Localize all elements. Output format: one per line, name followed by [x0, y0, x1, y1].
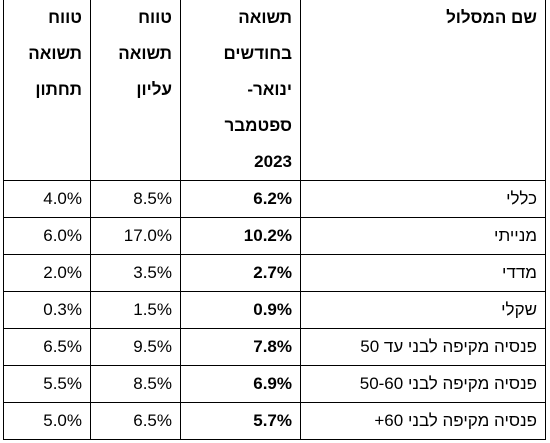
value-cell: 7.8% — [180, 328, 301, 366]
header-line: ספטמבר — [224, 116, 292, 135]
header-line: טווח — [138, 8, 172, 27]
value-cell: 9.5% — [90, 328, 181, 366]
header-line: 2023 — [254, 152, 292, 171]
value-cell: 8.5% — [90, 180, 181, 218]
header-line: טווח — [48, 8, 82, 27]
plan-name: פנסיה מקיפה לבני 50-60 — [300, 365, 546, 403]
value-cell: 0.3% — [3, 291, 91, 329]
plan-name: פנסיה מקיפה לבני עד 50 — [300, 328, 546, 366]
table-row: מדדי 2.7% 3.5% 2.0% — [3, 254, 546, 292]
header-line: עליון — [136, 80, 172, 99]
header-line: שם המסלול — [446, 8, 537, 27]
plan-name: מדדי — [300, 254, 546, 292]
table-body: כללי 6.2% 8.5% 4.0% מנייתי 10.2% 17.0% 6.0% מדדי… — [3, 180, 546, 440]
value-cell: 0.9% — [180, 291, 301, 329]
plan-name: מנייתי — [300, 217, 546, 255]
value-cell: 5.0% — [3, 402, 91, 440]
value-cell: 5.7% — [180, 402, 301, 440]
table-header: שם המסלול תשואה בחודשים ינואר- ספטמבר 2023 טוו… — [3, 0, 546, 181]
header-line: ינואר- — [247, 80, 292, 99]
header-cell: שם המסלול — [300, 0, 546, 181]
header-row: שם המסלול תשואה בחודשים ינואר- ספטמבר 2023 טוו… — [3, 0, 546, 181]
value-cell: 3.5% — [90, 254, 181, 292]
table-row: פנסיה מקיפה לבני 60+ 5.7% 6.5% 5.0% — [3, 402, 546, 440]
header-cell: תשואה בחודשים ינואר- ספטמבר 2023 — [180, 0, 301, 181]
value-cell: 8.5% — [90, 365, 181, 403]
header-line: תשואה — [118, 44, 172, 63]
value-cell: 6.9% — [180, 365, 301, 403]
value-cell: 17.0% — [90, 217, 181, 255]
plan-name: כללי — [300, 180, 546, 218]
table-row: כללי 6.2% 8.5% 4.0% — [3, 180, 546, 218]
value-cell: 2.7% — [180, 254, 301, 292]
value-cell: 2.0% — [3, 254, 91, 292]
header-line: בחודשים — [223, 44, 292, 63]
value-cell: 1.5% — [90, 291, 181, 329]
table-row: שקלי 0.9% 1.5% 0.3% — [3, 291, 546, 329]
header-line: תשואה — [28, 44, 82, 63]
value-cell: 6.2% — [180, 180, 301, 218]
value-cell: 10.2% — [180, 217, 301, 255]
table-row: פנסיה מקיפה לבני עד 50 7.8% 9.5% 6.5% — [3, 328, 546, 366]
plan-name: פנסיה מקיפה לבני 60+ — [300, 402, 546, 440]
value-cell: 5.5% — [3, 365, 91, 403]
value-cell: 6.5% — [3, 328, 91, 366]
value-cell: 4.0% — [3, 180, 91, 218]
header-line: תחתון — [35, 80, 82, 99]
header-cell: טווח תשואה עליון — [90, 0, 181, 181]
header-cell: טווח תשואה תחתון — [3, 0, 91, 181]
value-cell: 6.5% — [90, 402, 181, 440]
table-row: פנסיה מקיפה לבני 50-60 6.9% 8.5% 5.5% — [3, 365, 546, 403]
plan-name: שקלי — [300, 291, 546, 329]
header-line: תשואה — [238, 8, 292, 27]
value-cell: 6.0% — [3, 217, 91, 255]
table-row: מנייתי 10.2% 17.0% 6.0% — [3, 217, 546, 255]
returns-table: שם המסלול תשואה בחודשים ינואר- ספטמבר 2023 טוו… — [3, 0, 546, 440]
